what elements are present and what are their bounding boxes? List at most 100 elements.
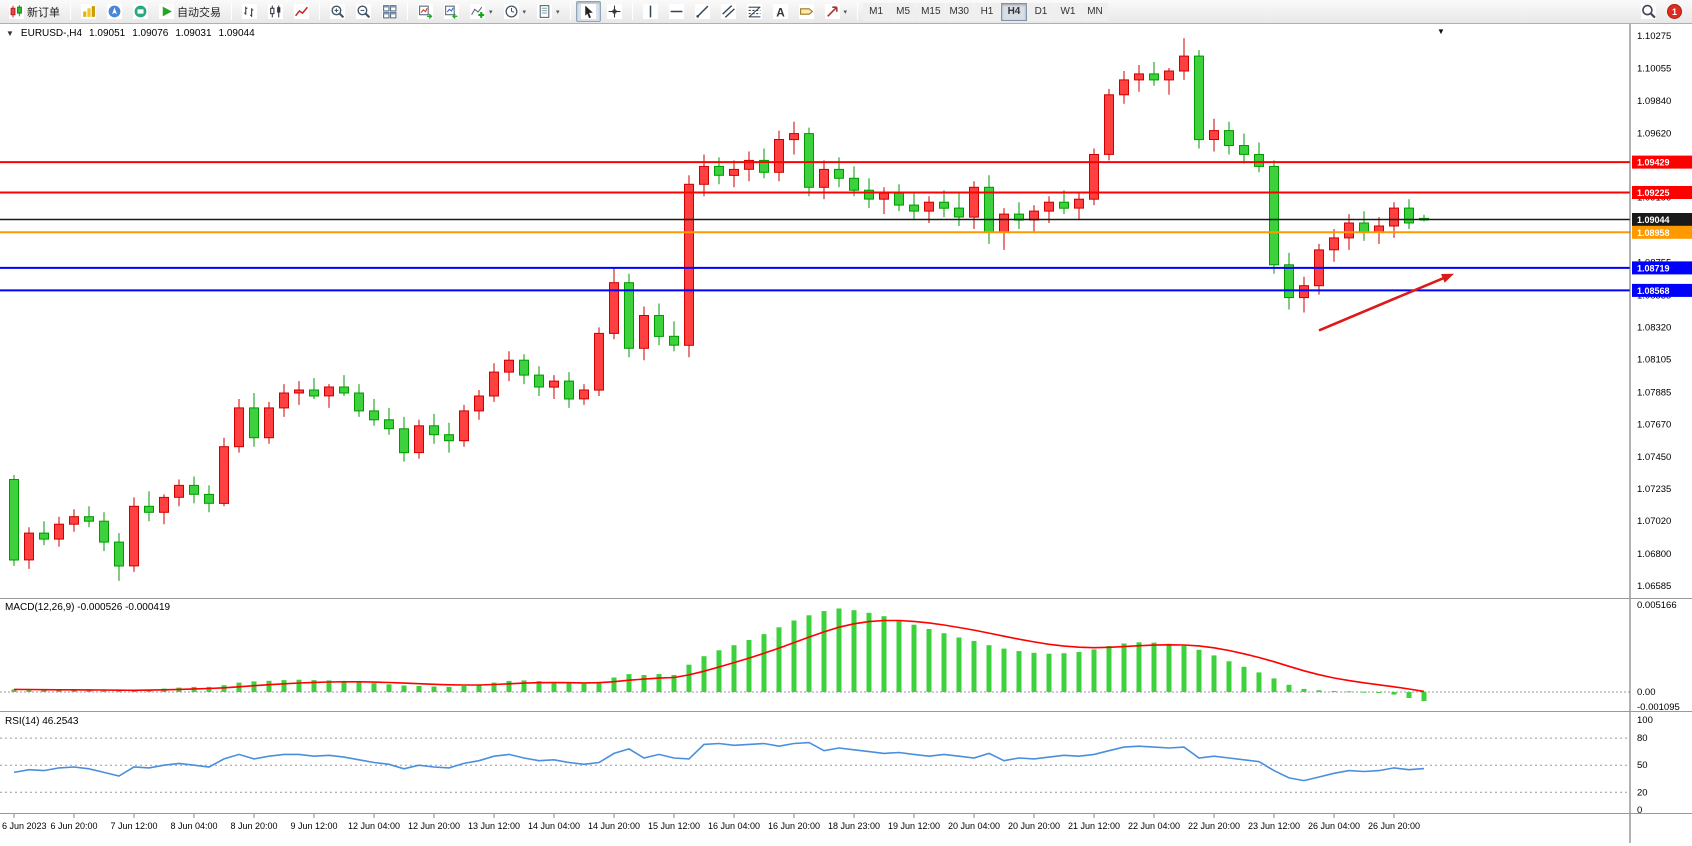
svg-text:80: 80 [1637, 733, 1648, 744]
svg-text:6 Jun 20:00: 6 Jun 20:00 [50, 821, 97, 831]
price-chart-canvas[interactable]: 1.102751.100551.098401.096201.094051.091… [0, 24, 1692, 598]
timeframe-d1[interactable]: D1 [1027, 2, 1054, 21]
vertical-line-tool-button[interactable] [638, 1, 663, 22]
svg-text:14 Jun 04:00: 14 Jun 04:00 [528, 821, 580, 831]
svg-text:1.07450: 1.07450 [1637, 452, 1671, 463]
svg-text:23 Jun 12:00: 23 Jun 12:00 [1248, 821, 1300, 831]
svg-text:A: A [776, 6, 785, 19]
templates-button[interactable]: ▾ [532, 1, 565, 22]
candlestick-chart-icon [268, 4, 283, 19]
periods-button[interactable]: ▾ [499, 1, 532, 22]
data-window-button[interactable] [128, 1, 153, 22]
rsi-panel-canvas[interactable]: 100 80 50 20 0 [0, 711, 1692, 813]
search-button[interactable] [1636, 1, 1661, 22]
notification-badge[interactable]: 1 [1667, 4, 1682, 19]
text-tool-button[interactable]: A [768, 1, 793, 22]
arrows-tool-button[interactable]: ▾ [820, 1, 853, 22]
svg-text:1.08105: 1.08105 [1637, 355, 1671, 366]
timeframe-m30[interactable]: M30 [945, 2, 973, 21]
svg-text:0: 0 [1637, 805, 1642, 813]
main-toolbar: 新订单 自动交易 ▾ ▾ ▾ A ▾ M1 M5 M15 M30 H1 H4 D… [0, 0, 1692, 24]
svg-text:-0.001095: -0.001095 [1637, 702, 1680, 711]
crosshair-icon [606, 4, 622, 19]
dropdown-caret-icon: ▾ [489, 8, 493, 16]
label-icon [798, 4, 814, 19]
symbol-period-label: EURUSD-,H4 [20, 28, 83, 39]
timeframe-h4[interactable]: H4 [1000, 2, 1027, 21]
chart-shift-button[interactable] [439, 1, 464, 22]
horizontal-line-icon [668, 4, 684, 19]
ohlc-open: 1.09051 [89, 28, 126, 39]
channel-tool-button[interactable] [716, 1, 741, 22]
tile-windows-button[interactable] [377, 1, 402, 22]
add-indicator-button[interactable]: ▾ [465, 1, 498, 22]
time-axis[interactable]: 6 Jun 2023 6 Jun 20:00 7 Jun 12:00 8 Jun 04… [0, 813, 1692, 843]
trendline-tool-button[interactable] [690, 1, 715, 22]
svg-text:1.07235: 1.07235 [1637, 484, 1671, 495]
one-click-trading-arrow[interactable]: ▼ [6, 29, 14, 38]
zoom-in-button[interactable] [325, 1, 350, 22]
macd-label: MACD(12,26,9) -0.000526 -0.000419 [5, 602, 171, 613]
chart-shift-marker[interactable]: ▼ [1437, 27, 1445, 36]
market-watch-button[interactable] [76, 1, 101, 22]
cursor-tool-button[interactable] [575, 1, 601, 22]
svg-text:1.06585: 1.06585 [1637, 581, 1671, 592]
chart-window: 1.102751.100551.098401.096201.094051.091… [0, 24, 1692, 846]
svg-text:14 Jun 20:00: 14 Jun 20:00 [588, 821, 640, 831]
bar-chart-button[interactable] [237, 1, 262, 22]
svg-text:1.10275: 1.10275 [1637, 31, 1671, 42]
chart-symbol-header: ▼ EURUSD-,H4 1.09051 1.09076 1.09031 1.0… [6, 28, 255, 39]
toolbar-separator [231, 3, 232, 20]
svg-text:7 Jun 12:00: 7 Jun 12:00 [110, 821, 157, 831]
timeframe-w1[interactable]: W1 [1054, 2, 1081, 21]
svg-text:1.08568: 1.08568 [1637, 286, 1670, 296]
svg-text:12 Jun 04:00: 12 Jun 04:00 [348, 821, 400, 831]
price-tag-1.08958: 1.08958 [1632, 225, 1692, 239]
periods-clock-icon [503, 4, 519, 19]
toolbar-separator [70, 3, 71, 20]
svg-text:15 Jun 12:00: 15 Jun 12:00 [648, 821, 700, 831]
svg-text:1.08719: 1.08719 [1637, 263, 1670, 273]
svg-text:1.07885: 1.07885 [1637, 387, 1671, 398]
auto-trading-label: 自动交易 [177, 6, 221, 19]
new-order-button[interactable]: 新订单 [4, 1, 65, 22]
arrow-annotation[interactable] [1318, 273, 1454, 332]
ohlc-close: 1.09044 [218, 28, 255, 39]
svg-text:0.00: 0.00 [1637, 687, 1656, 698]
zoom-out-button[interactable] [351, 1, 376, 22]
chart-forward-button[interactable] [413, 1, 438, 22]
crosshair-tool-button[interactable] [602, 1, 627, 22]
svg-text:100: 100 [1637, 715, 1653, 726]
auto-trading-button[interactable]: 自动交易 [154, 1, 226, 22]
candlestick-chart-button[interactable] [263, 1, 288, 22]
toolbar-separator [319, 3, 320, 20]
ohlc-low: 1.09031 [175, 28, 212, 39]
svg-text:1.07670: 1.07670 [1637, 419, 1671, 430]
macd-panel-canvas[interactable]: 0.005166 0.00 -0.001095 [0, 598, 1692, 711]
navigator-button[interactable] [102, 1, 127, 22]
svg-text:1.06800: 1.06800 [1637, 549, 1671, 560]
label-tool-button[interactable] [794, 1, 819, 22]
svg-text:16 Jun 04:00: 16 Jun 04:00 [708, 821, 760, 831]
dropdown-caret-icon: ▾ [843, 8, 848, 16]
chart-shift-icon [444, 4, 459, 19]
horizontal-line-tool-button[interactable] [664, 1, 689, 22]
svg-text:1.09429: 1.09429 [1637, 158, 1670, 168]
auto-trading-play-icon [159, 4, 174, 19]
timeframe-m1[interactable]: M1 [863, 2, 890, 21]
timeframe-h1[interactable]: H1 [973, 2, 1000, 21]
cursor-icon [580, 4, 596, 19]
channel-icon [720, 4, 736, 19]
search-icon [1641, 4, 1656, 19]
price-tag-1.08719: 1.08719 [1632, 261, 1692, 275]
zoom-in-icon [330, 4, 345, 19]
fibonacci-tool-button[interactable] [742, 1, 767, 22]
svg-text:6 Jun 2023: 6 Jun 2023 [2, 821, 47, 831]
svg-text:20 Jun 04:00: 20 Jun 04:00 [948, 821, 1000, 831]
timeframe-mn[interactable]: MN [1081, 2, 1108, 21]
line-chart-button[interactable] [289, 1, 314, 22]
timeframe-m15[interactable]: M15 [917, 2, 945, 21]
text-icon: A [772, 4, 788, 19]
svg-text:21 Jun 12:00: 21 Jun 12:00 [1068, 821, 1120, 831]
timeframe-m5[interactable]: M5 [890, 2, 917, 21]
